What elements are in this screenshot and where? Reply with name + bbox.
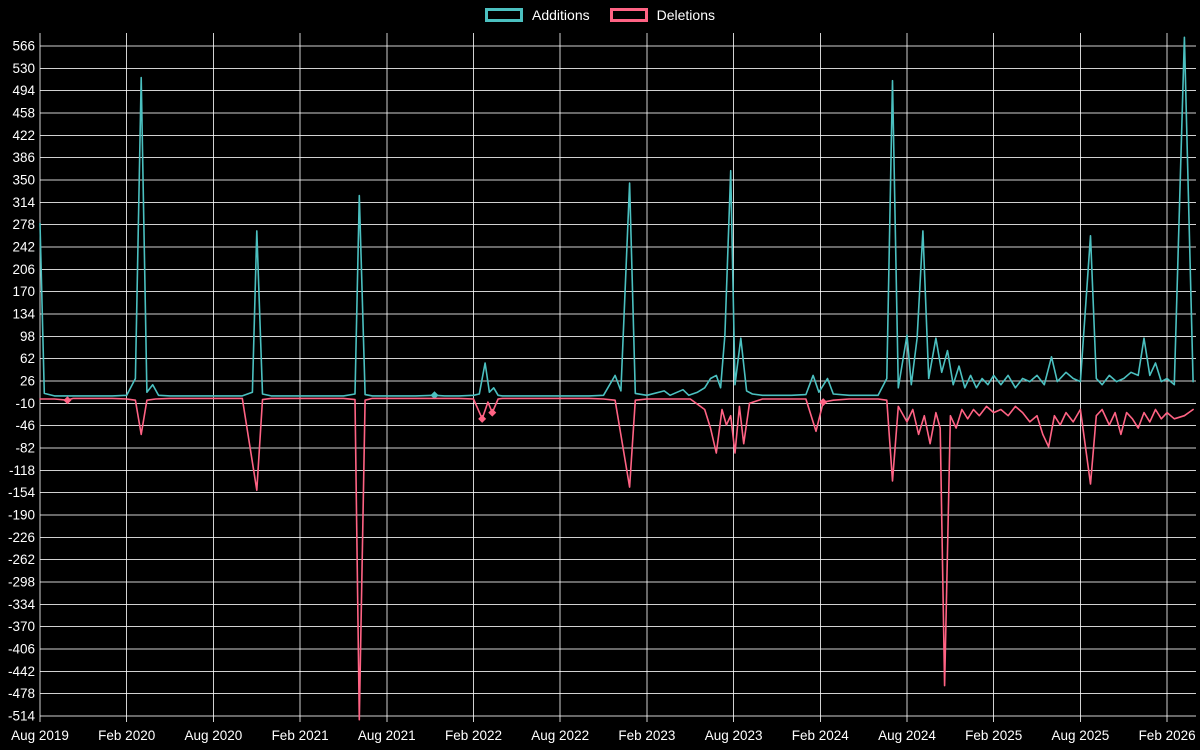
y-axis-tick-label: -298 (8, 575, 35, 590)
x-axis-tick-label: Feb 2025 (965, 728, 1022, 743)
y-axis-tick-label: -334 (8, 597, 36, 612)
deletions-point-marker[interactable] (63, 396, 72, 405)
legend-swatch-deletions (609, 8, 648, 22)
y-axis-tick-label: 494 (12, 83, 35, 98)
x-axis-tick-label: Feb 2021 (272, 728, 329, 743)
x-axis-tick-label: Feb 2026 (1139, 728, 1196, 743)
legend-item-additions[interactable]: Additions (485, 7, 590, 23)
y-axis-tick-label: 206 (12, 262, 35, 277)
x-axis-tick-label: Feb 2024 (792, 728, 850, 743)
x-axis-tick-label: Feb 2020 (98, 728, 155, 743)
x-axis-tick-label: Aug 2024 (878, 728, 936, 743)
deletions-point-marker[interactable] (488, 408, 497, 417)
legend-label-additions: Additions (532, 7, 590, 23)
x-axis-tick-label: Aug 2023 (705, 728, 763, 743)
y-axis-tick-label: 170 (12, 284, 35, 299)
y-axis-tick-label: -46 (15, 418, 35, 433)
y-axis-tick-label: -118 (9, 463, 35, 478)
y-axis-tick-label: -442 (8, 664, 35, 679)
y-axis-tick-label: 566 (12, 39, 35, 54)
deletions-point-marker[interactable] (478, 414, 487, 423)
y-axis-tick-label: 350 (12, 173, 35, 188)
legend-label-deletions: Deletions (656, 7, 715, 23)
y-axis-tick-label: 458 (12, 106, 35, 121)
x-axis-tick-label: Feb 2022 (445, 728, 502, 743)
chart-legend: Additions Deletions (0, 7, 1200, 23)
y-axis-tick-label: -262 (8, 552, 35, 567)
y-axis-tick-label: -406 (8, 642, 35, 657)
y-axis-tick-label: 26 (20, 374, 35, 389)
legend-item-deletions[interactable]: Deletions (609, 7, 715, 23)
additions-point-marker[interactable] (430, 391, 439, 400)
y-axis-tick-label: 530 (12, 61, 35, 76)
y-axis-tick-label: -82 (15, 441, 35, 456)
y-axis-tick-label: -10 (15, 396, 35, 411)
y-axis-tick-label: -190 (8, 508, 35, 523)
legend-swatch-additions (485, 8, 524, 22)
x-axis-tick-label: Aug 2022 (531, 728, 589, 743)
x-axis-tick-label: Feb 2023 (618, 728, 675, 743)
x-axis-tick-label: Aug 2020 (184, 728, 242, 743)
y-axis-tick-label: 422 (12, 128, 35, 143)
y-axis-tick-label: 242 (12, 240, 35, 255)
y-axis-tick-label: 62 (20, 351, 35, 366)
y-axis-tick-label: -514 (8, 709, 36, 724)
y-axis-tick-label: 314 (12, 195, 35, 210)
y-axis-tick-label: -478 (8, 686, 35, 701)
deletions-point-marker[interactable] (819, 398, 828, 407)
y-axis-tick-label: 98 (20, 329, 35, 344)
y-axis-tick-label: 278 (12, 217, 35, 232)
y-axis-tick-label: -370 (8, 619, 35, 634)
y-axis-tick-label: -154 (8, 485, 36, 500)
additions-line[interactable] (39, 36, 1194, 397)
y-axis-tick-label: 134 (12, 307, 35, 322)
y-axis-tick-label: 386 (12, 150, 35, 165)
deletions-line[interactable] (39, 397, 1194, 721)
y-axis-tick-label: -226 (8, 530, 35, 545)
x-axis-tick-label: Aug 2021 (358, 728, 416, 743)
x-axis-tick-label: Aug 2019 (11, 728, 69, 743)
x-axis-tick-label: Aug 2025 (1051, 728, 1109, 743)
